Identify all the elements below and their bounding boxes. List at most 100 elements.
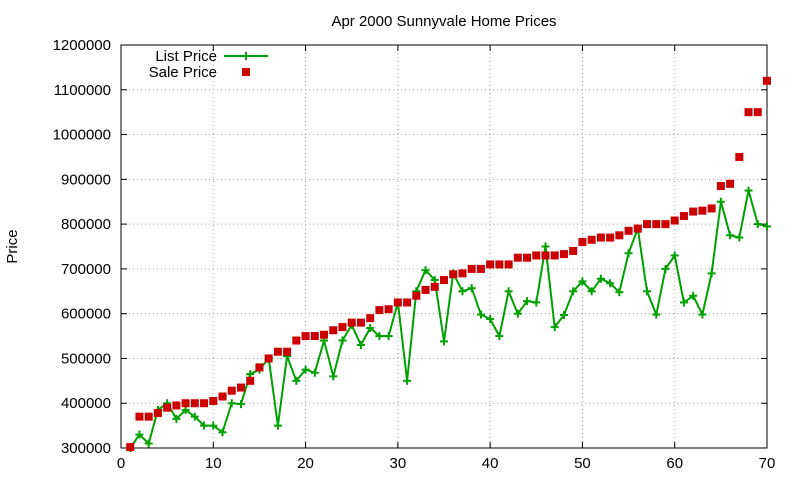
point-sale-price [504, 260, 513, 269]
point-list-price [716, 197, 725, 206]
y-tick-label: 500000 [61, 350, 111, 367]
point-list-price [689, 291, 698, 300]
point-list-price [403, 376, 412, 385]
point-list-price [440, 337, 448, 346]
point-sale-price [200, 399, 209, 408]
point-sale-price [726, 179, 735, 188]
point-sale-price [329, 326, 338, 335]
point-sale-price [356, 318, 365, 327]
point-sale-price [606, 233, 615, 242]
point-sale-price [421, 285, 430, 294]
point-list-price [726, 231, 735, 240]
point-sale-price [652, 220, 661, 229]
point-list-price [606, 279, 615, 288]
point-sale-price [643, 220, 652, 229]
x-tick-label: 30 [390, 455, 407, 472]
y-tick-label: 400000 [61, 395, 111, 412]
point-list-price [476, 310, 485, 319]
point-list-price [541, 242, 550, 251]
axis-layer: 0 10 20 30 40 50 60 70 300000 400000 500000 600000 7… [53, 37, 776, 472]
point-sale-price [744, 108, 753, 117]
point-list-price [329, 372, 338, 381]
point-sale-price [384, 305, 393, 314]
point-list-price [356, 341, 365, 350]
point-sale-price [486, 260, 495, 269]
point-list-price [338, 336, 347, 345]
point-list-price [310, 368, 319, 377]
x-tick-label: 20 [297, 455, 314, 472]
point-sale-price [181, 399, 190, 408]
y-axis-title: Price [4, 229, 21, 263]
legend-swatch-sale-price [242, 68, 250, 76]
point-list-price [301, 365, 310, 374]
point-list-price [550, 323, 559, 332]
point-sale-price [735, 152, 744, 161]
point-sale-price [633, 224, 642, 233]
point-sale-price [412, 291, 421, 300]
y-tick-label: 600000 [61, 306, 111, 323]
point-list-price [569, 287, 578, 296]
point-sale-price [144, 412, 153, 421]
point-sale-price [430, 282, 439, 291]
series-layer [126, 76, 771, 452]
point-list-price [670, 251, 679, 260]
point-sale-price [578, 238, 587, 247]
point-list-price [504, 287, 513, 296]
point-sale-price [550, 251, 559, 260]
point-list-price [559, 311, 568, 320]
y-tick-label: 900000 [61, 171, 111, 188]
point-list-price [384, 332, 393, 341]
point-list-price [523, 297, 532, 306]
x-tick-label: 60 [666, 455, 683, 472]
point-list-price [615, 288, 624, 297]
point-sale-price [763, 76, 771, 85]
point-list-price [227, 399, 236, 408]
legend-label-list-price: List Price [155, 48, 217, 65]
point-sale-price [670, 216, 679, 225]
plot-border [120, 44, 768, 449]
point-list-price [172, 414, 181, 423]
point-sale-price [698, 206, 707, 215]
point-sale-price [449, 270, 458, 279]
point-list-price [375, 332, 384, 341]
point-list-price [181, 405, 190, 414]
point-sale-price [163, 403, 172, 412]
point-sale-price [283, 347, 292, 356]
point-sale-price [264, 354, 273, 363]
point-list-price [624, 249, 633, 258]
x-tick-label: 70 [759, 455, 776, 472]
point-sale-price [753, 108, 762, 117]
point-sale-price [615, 231, 624, 240]
point-sale-price [689, 207, 698, 216]
point-sale-price [440, 276, 448, 285]
point-sale-price [624, 226, 633, 235]
point-list-price [753, 220, 762, 229]
point-sale-price [393, 298, 402, 307]
point-sale-price [596, 233, 605, 242]
point-list-price [209, 421, 218, 430]
point-list-price [596, 274, 605, 283]
point-list-price [366, 323, 375, 332]
y-tick-label: 700000 [61, 261, 111, 278]
point-sale-price [467, 264, 476, 273]
point-sale-price [559, 250, 568, 259]
point-sale-price [366, 314, 375, 323]
point-list-price [679, 298, 688, 307]
point-sale-price [126, 443, 135, 452]
point-sale-price [495, 260, 504, 269]
point-list-price [532, 298, 541, 307]
point-sale-price [135, 412, 144, 421]
point-list-price [246, 370, 255, 379]
y-tick-label: 1200000 [53, 37, 111, 54]
point-sale-price [679, 212, 688, 221]
point-sale-price [458, 269, 467, 278]
point-sale-price [403, 298, 412, 307]
point-list-price [707, 269, 716, 278]
point-list-price [292, 376, 301, 385]
point-list-price [486, 315, 495, 324]
chart-title: Apr 2000 Sunnyvale Home Prices [331, 13, 556, 30]
point-list-price [430, 276, 439, 285]
point-list-price [200, 421, 209, 430]
point-sale-price [476, 264, 485, 273]
